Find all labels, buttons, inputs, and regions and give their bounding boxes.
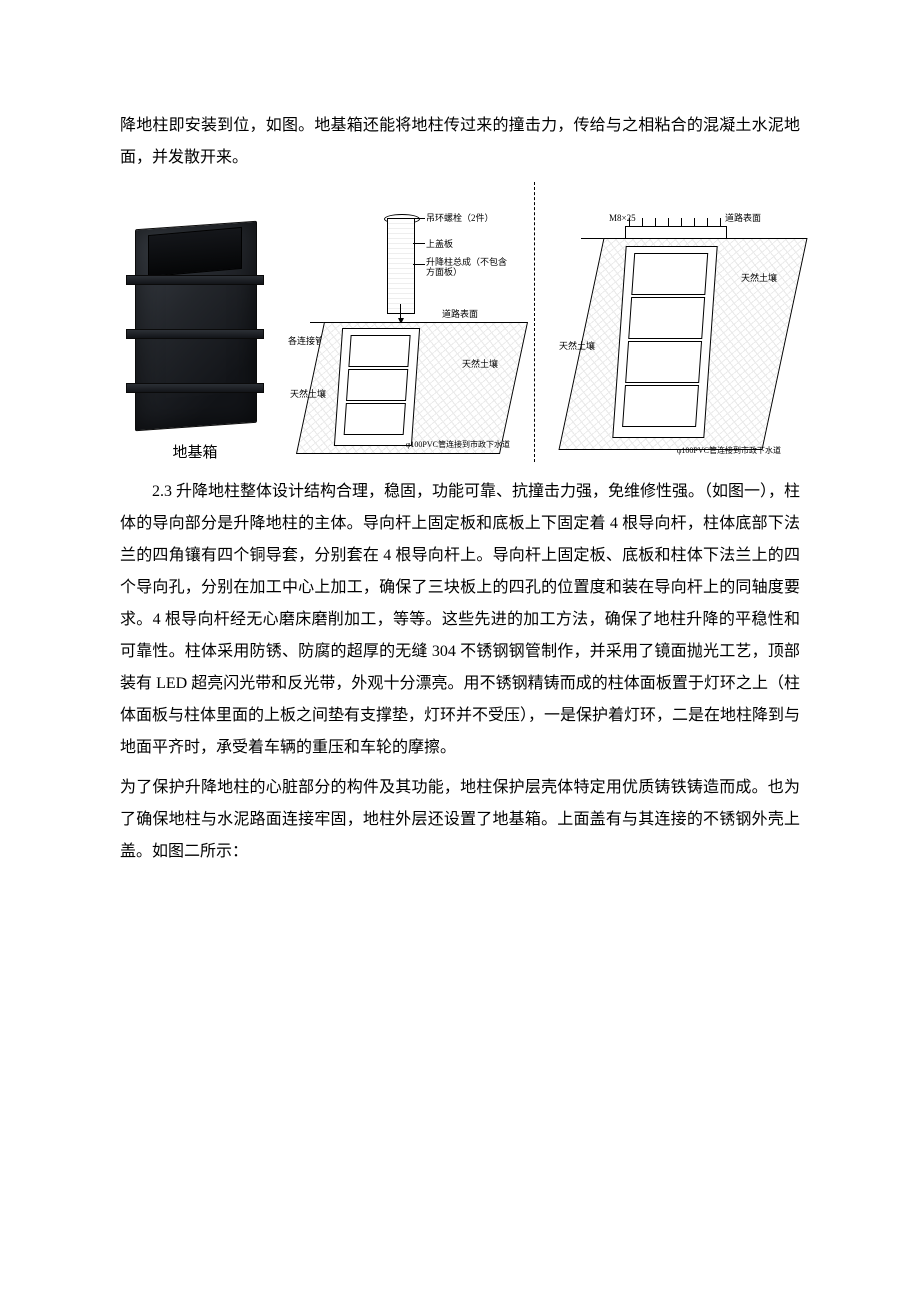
arrow-down-icon bbox=[400, 304, 401, 320]
label-top-cover: 上盖板 bbox=[426, 240, 453, 250]
label-soil-left-1: 天然土壤 bbox=[290, 390, 326, 400]
label-lift-assembly: 升降柱总成（不包含方面板） bbox=[426, 258, 512, 278]
label-pvc-1: φ100PVC管连接到市政下水道 bbox=[332, 439, 510, 450]
figure-diagram-2: M8×25 道路表面 天然土壤 天然土壤 φ100PVC管连 bbox=[555, 212, 785, 462]
label-road-surface-1: 道路表面 bbox=[442, 310, 478, 320]
label-road-surface-2: 道路表面 bbox=[725, 214, 761, 224]
vertical-divider bbox=[534, 182, 535, 462]
label-ring-bolt: 吊环螺栓（2件） bbox=[426, 214, 494, 224]
label-soil-left-2: 天然土壤 bbox=[559, 342, 595, 352]
figure-foundation-box: 地基箱 bbox=[120, 217, 270, 462]
document-page: 降地柱即安装到位，如图。地基箱还能将地柱传过来的撞击力，传给与之相粘合的混凝土水… bbox=[0, 0, 920, 1302]
pit-2 bbox=[612, 246, 717, 438]
label-pvc-2: φ100PVC管连接到市政下水道 bbox=[603, 445, 781, 456]
figure-row: 地基箱 吊环螺栓（2件） 上盖板 升降柱总成（不包含方面板） 道路 bbox=[120, 182, 800, 462]
foundation-caption: 地基箱 bbox=[172, 441, 217, 462]
paragraph-1: 降地柱即安装到位，如图。地基箱还能将地柱传过来的撞击力，传给与之相粘合的混凝土水… bbox=[120, 110, 800, 174]
diagram-2: M8×25 道路表面 天然土壤 天然土壤 φ100PVC管连 bbox=[555, 212, 785, 462]
foundation-box-image bbox=[120, 217, 270, 437]
label-soil-right-1: 天然土壤 bbox=[462, 360, 498, 370]
pit-1 bbox=[334, 328, 420, 446]
label-soil-right-2: 天然土壤 bbox=[741, 274, 777, 284]
figure-diagram-1: 吊环螺栓（2件） 上盖板 升降柱总成（不包含方面板） 道路表面 各连接管线 bbox=[284, 212, 514, 462]
studs-icon bbox=[629, 218, 721, 226]
paragraph-2: 2.3 升降地柱整体设计结构合理，稳固，功能可靠、抗撞击力强，免维修性强。（如图… bbox=[120, 476, 800, 764]
diagram-1: 吊环螺栓（2件） 上盖板 升降柱总成（不包含方面板） 道路表面 各连接管线 bbox=[284, 212, 514, 462]
paragraph-3: 为了保护升降地柱的心脏部分的构件及其功能，地柱保护层壳体特定用优质铸铁铸造而成。… bbox=[120, 772, 800, 868]
